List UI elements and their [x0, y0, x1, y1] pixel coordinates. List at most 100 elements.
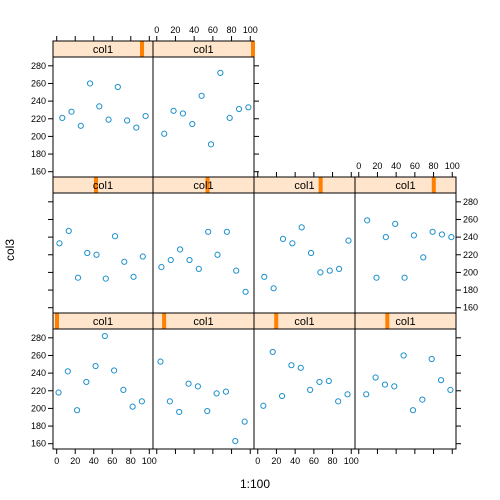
data-point [65, 227, 72, 235]
panel: col1 [52, 176, 154, 314]
data-point [161, 130, 168, 137]
panel: col1 [52, 312, 154, 450]
data-point [133, 124, 140, 131]
data-point [74, 274, 82, 281]
y-tick-label: 160 [31, 167, 46, 177]
x-tick-label: 100 [445, 161, 460, 171]
data-point [428, 355, 435, 363]
strip-label: col1 [294, 316, 314, 328]
y-axis-title: col3 [3, 239, 17, 261]
strip-label: col1 [193, 316, 213, 328]
data-point [55, 389, 62, 396]
x-tick-label: 60 [309, 456, 319, 466]
strip-level-marker [162, 313, 167, 329]
data-point [245, 104, 252, 111]
data-point [130, 273, 137, 280]
x-tick-label: 100 [344, 456, 359, 466]
data-point [158, 264, 165, 271]
data-point [241, 418, 248, 425]
data-point [289, 240, 296, 247]
y-tick-label: 260 [31, 78, 46, 88]
y-tick-label: 280 [463, 197, 478, 207]
strip-level-marker [385, 313, 390, 329]
data-point [213, 390, 220, 397]
y-tick-label: 240 [31, 368, 46, 378]
x-tick-label: 100 [142, 456, 157, 466]
data-point [222, 388, 230, 395]
data-point [56, 240, 63, 247]
y-tick-label: 160 [463, 303, 478, 313]
data-point [401, 274, 408, 281]
data-point [261, 273, 268, 280]
panel-frame [354, 192, 457, 314]
data-point [189, 120, 196, 128]
x-tick-label: 60 [208, 25, 218, 35]
data-point [447, 386, 454, 393]
data-point [214, 251, 221, 258]
y-tick-label: 180 [463, 285, 478, 295]
x-tick-label: 100 [243, 25, 258, 35]
data-point [84, 249, 91, 257]
x-tick-label: 60 [410, 161, 420, 171]
data-point [382, 234, 389, 241]
data-point [93, 251, 100, 258]
data-point [123, 117, 131, 124]
data-point [364, 217, 371, 224]
data-point [409, 407, 417, 414]
data-point [96, 103, 103, 110]
y-tick-label: 280 [31, 333, 46, 343]
data-point [121, 258, 128, 265]
data-point [111, 233, 119, 240]
data-point [194, 383, 201, 390]
x-tick-label: 20 [70, 456, 80, 466]
data-point [269, 348, 276, 356]
y-tick-label: 280 [31, 61, 46, 71]
y-tick-label: 180 [31, 149, 46, 159]
panel: col1 [253, 176, 356, 314]
data-point [232, 437, 239, 445]
data-point [429, 228, 436, 235]
y-tick-label: 240 [31, 96, 46, 106]
data-point [86, 80, 94, 87]
y-tick-label: 220 [31, 114, 46, 124]
strip-label: col1 [395, 180, 415, 192]
y-tick-label: 200 [31, 403, 46, 413]
x-tick-label: 80 [429, 161, 439, 171]
panel-frame [152, 328, 255, 450]
data-point [335, 398, 342, 405]
data-point [157, 358, 164, 365]
data-point [297, 364, 304, 371]
strip-level-marker [94, 177, 98, 193]
strip-label: col1 [193, 180, 213, 192]
data-point [64, 368, 71, 375]
data-point [176, 408, 183, 416]
data-point [437, 377, 445, 384]
y-tick-label: 220 [463, 250, 478, 260]
x-tick-label: 40 [290, 456, 300, 466]
x-tick-label: 20 [170, 25, 180, 35]
y-tick-label: 260 [463, 214, 478, 224]
data-point [419, 396, 426, 403]
x-axis-title: 1:100 [240, 477, 270, 491]
data-point [186, 256, 193, 264]
panel: col1 [354, 312, 457, 450]
panel: col1 [152, 176, 255, 314]
data-point [233, 267, 240, 274]
data-point [105, 116, 112, 123]
strip-label: col1 [93, 44, 113, 56]
y-tick-label: 200 [463, 267, 478, 277]
data-point [170, 107, 177, 114]
strip-label: col1 [294, 180, 314, 192]
strip-level-marker [274, 313, 279, 329]
data-point [317, 269, 324, 276]
data-point [278, 392, 286, 400]
panel-frame [52, 56, 154, 178]
data-point [307, 386, 314, 393]
panel-frame [152, 56, 255, 178]
data-point [279, 235, 287, 242]
strip-level-marker [55, 313, 59, 329]
data-point [242, 288, 249, 295]
y-tick-label: 260 [31, 350, 46, 360]
panel: col1 [253, 312, 356, 450]
